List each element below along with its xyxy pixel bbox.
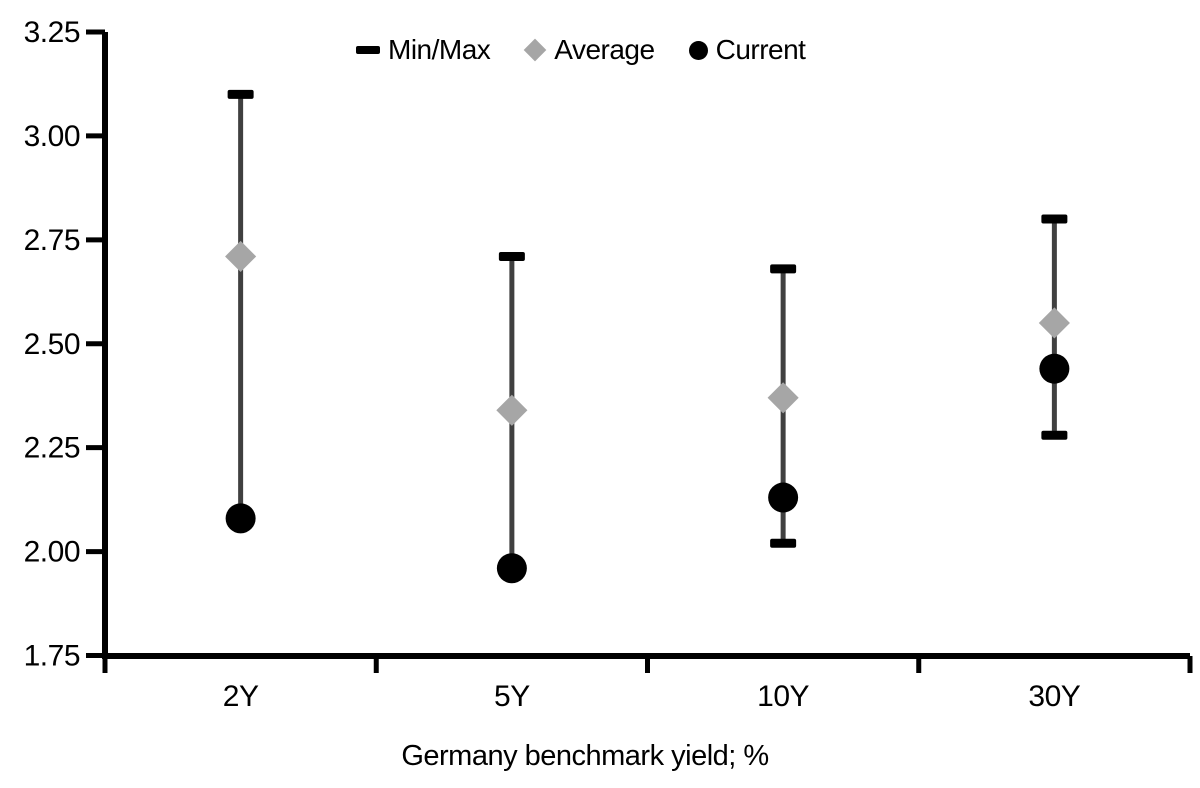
max-cap-30Y <box>1041 214 1068 224</box>
current-marker-5Y <box>496 553 527 584</box>
min-cap-30Y <box>1041 430 1068 440</box>
min-cap-10Y <box>770 538 797 548</box>
x-axis-category-label: 2Y <box>223 680 259 713</box>
x-axis-category-label: 10Y <box>757 680 809 713</box>
legend-item-current: Current <box>688 33 806 67</box>
y-axis-tick-label: 3.25 <box>24 16 80 49</box>
y-axis-tick-label: 2.00 <box>24 536 80 569</box>
max-cap-2Y <box>227 89 254 99</box>
average-marker-10Y <box>767 382 799 414</box>
average-marker-5Y <box>496 394 528 426</box>
current-marker-30Y <box>1039 353 1070 384</box>
average-marker-2Y <box>225 240 257 273</box>
y-axis-tick-label: 1.75 <box>24 640 80 673</box>
current-marker-2Y <box>225 503 256 534</box>
diamond-icon <box>523 38 547 62</box>
x-axis-category-label: 5Y <box>494 680 530 713</box>
average-marker-30Y <box>1038 307 1070 339</box>
legend-label-current: Current <box>715 34 806 65</box>
legend-label-minmax: Min/Max <box>388 34 491 65</box>
x-axis-title: Germany benchmark yield; % <box>401 740 769 772</box>
x-axis-category-label: 30Y <box>1028 680 1080 713</box>
y-axis-tick-label: 2.50 <box>24 328 80 361</box>
y-axis-tick-label: 2.75 <box>24 224 80 257</box>
y-axis-tick-label: 3.00 <box>24 120 80 153</box>
legend-item-average: Average <box>523 33 655 67</box>
legend-item-minmax: Min/Max <box>356 33 491 67</box>
y-axis-tick-label: 2.25 <box>24 432 80 465</box>
circle-icon <box>688 40 708 60</box>
max-cap-10Y <box>770 264 797 274</box>
current-marker-10Y <box>768 482 799 513</box>
max-cap-5Y <box>498 251 525 261</box>
chart-legend: Min/Max Average Current <box>356 33 806 67</box>
dash-icon <box>356 46 380 54</box>
legend-label-average: Average <box>554 34 655 65</box>
